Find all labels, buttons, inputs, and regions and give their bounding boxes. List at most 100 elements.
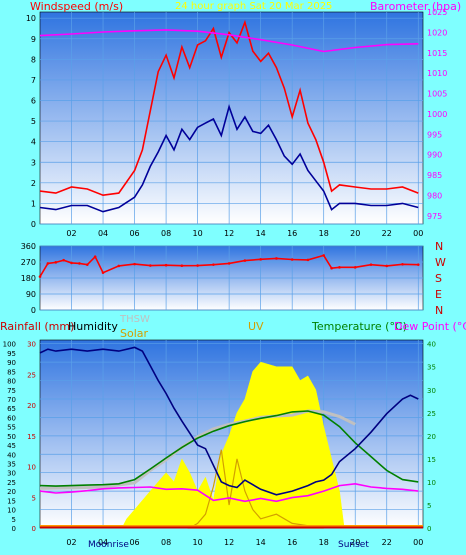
direction-point — [243, 259, 247, 262]
direction-point — [149, 264, 152, 267]
wind-x-tick: 16 — [287, 229, 297, 238]
rain-y-ticks: 0 5 10 15 20 25 30 — [27, 341, 36, 533]
wind-x-tick: 20 — [350, 229, 360, 238]
temp-x-tick: 22 — [382, 538, 392, 547]
compass-tick: N — [435, 240, 443, 253]
temp-x-ticks: 02 04 06 08 10 12 14 16 18 20 22 00 — [66, 538, 423, 547]
direction-y-tick: 90 — [26, 290, 36, 299]
wind-x-tick: 22 — [382, 229, 392, 238]
direction-point — [385, 264, 389, 268]
direction-series — [38, 254, 420, 278]
direction-point — [353, 266, 357, 269]
wind-x-tick: 00 — [413, 229, 423, 238]
temperature-y-ticks: 0 5 10 15 20 25 30 35 40 — [427, 341, 436, 533]
direction-point — [54, 261, 58, 264]
thsw-label: THSW — [119, 314, 150, 325]
direction-y-tick: 180 — [21, 274, 36, 283]
rain-y-tick: 10 — [27, 464, 36, 472]
moonrise-label: Moonrise — [88, 540, 129, 550]
baro-y-tick: 1020 — [427, 28, 447, 37]
direction-point — [133, 262, 136, 266]
humidity-y-tick: 45 — [7, 442, 16, 450]
compass-tick: N — [435, 304, 443, 317]
humidity-line — [39, 346, 419, 496]
wind-y-tick: 3 — [31, 158, 36, 167]
dewpoint-line — [39, 482, 419, 503]
humidity-y-tick: 5 — [12, 516, 16, 524]
chart-title: 24 hour graph Sat 20 Mar 2025 — [175, 1, 332, 12]
direction-point — [46, 262, 50, 265]
direction-point — [164, 263, 168, 267]
humidity-y-tick: 35 — [7, 460, 16, 468]
wind-y-tick: 1 — [31, 199, 36, 208]
direction-point — [330, 266, 333, 270]
baro-y-tick: 1005 — [427, 90, 447, 99]
barometer-label: Barometer (hpa) — [370, 0, 461, 13]
temp-x-tick: 14 — [256, 538, 266, 547]
direction-grid — [40, 245, 423, 311]
rain-y-tick: 30 — [27, 341, 36, 349]
direction-point — [62, 258, 65, 262]
wind-grid — [40, 12, 423, 225]
humidity-label: Humidity — [68, 320, 118, 333]
direction-point — [227, 262, 231, 265]
humidity-y-tick: 65 — [7, 405, 16, 413]
wind-x-ticks: 02 04 06 08 10 12 14 16 18 20 22 00 — [66, 229, 423, 238]
temp-x-tick: 02 — [66, 538, 76, 547]
wind-y-tick: 6 — [31, 97, 36, 106]
temperature-label: Temperature (°C) — [311, 320, 407, 333]
wind-line — [39, 103, 419, 213]
temperature-y-tick: 0 — [427, 525, 431, 533]
direction-point — [401, 263, 404, 266]
solar-label: Solar — [120, 327, 149, 340]
temp-x-tick: 08 — [161, 538, 171, 547]
direction-point — [322, 254, 326, 257]
direction-y-tick: 0 — [31, 306, 36, 315]
wind-x-tick: 02 — [66, 229, 76, 238]
temp-series — [39, 346, 423, 529]
baro-y-tick: 1000 — [427, 110, 447, 119]
temp-x-tick: 10 — [193, 538, 203, 547]
humidity-y-tick: 60 — [7, 414, 16, 422]
uv-line — [187, 449, 324, 529]
direction-line — [39, 254, 419, 278]
temperature-y-tick: 15 — [427, 456, 436, 464]
wind-x-tick: 10 — [193, 229, 203, 238]
direction-point — [212, 263, 215, 266]
dewpoint-label: Dew Point (°C) — [394, 320, 466, 333]
wind-y-ticks: 0 1 2 3 4 5 6 7 8 9 10 — [26, 14, 36, 229]
baro-y-tick: 975 — [427, 212, 442, 221]
uv-label: UV — [248, 320, 264, 333]
temperature-y-tick: 20 — [427, 433, 436, 441]
rain-y-tick: 15 — [27, 433, 36, 441]
baro-y-tick: 990 — [427, 151, 442, 160]
direction-point — [85, 263, 89, 266]
wind-y-tick: 9 — [31, 35, 36, 44]
direction-point — [290, 258, 294, 261]
wind-x-tick: 18 — [319, 229, 329, 238]
humidity-y-tick: 10 — [7, 507, 16, 515]
humidity-y-tick: 55 — [7, 424, 16, 432]
humidity-y-tick: 80 — [7, 378, 16, 386]
direction-y-tick: 360 — [21, 242, 36, 251]
humidity-y-tick: 95 — [7, 350, 16, 358]
rainfall-label: Rainfall (mm) — [0, 320, 74, 333]
direction-point — [38, 275, 42, 278]
humidity-y-tick: 20 — [7, 488, 16, 496]
direction-point — [259, 258, 262, 261]
direction-point — [275, 257, 278, 260]
temperature-y-tick: 5 — [427, 502, 431, 510]
compass-tick: E — [435, 288, 442, 301]
direction-point — [93, 255, 97, 258]
baro-line — [39, 29, 419, 53]
humidity-y-tick: 70 — [7, 396, 16, 404]
temp-x-tick: 06 — [129, 538, 139, 547]
baro-y-tick: 985 — [427, 171, 442, 180]
baro-y-ticks: 975 980 985 990 995 1000 1005 1010 1015 1020 1025 — [427, 8, 447, 221]
wind-y-tick: 5 — [31, 117, 36, 126]
baro-y-tick: 1010 — [427, 69, 447, 78]
temperature-y-tick: 40 — [427, 341, 436, 349]
